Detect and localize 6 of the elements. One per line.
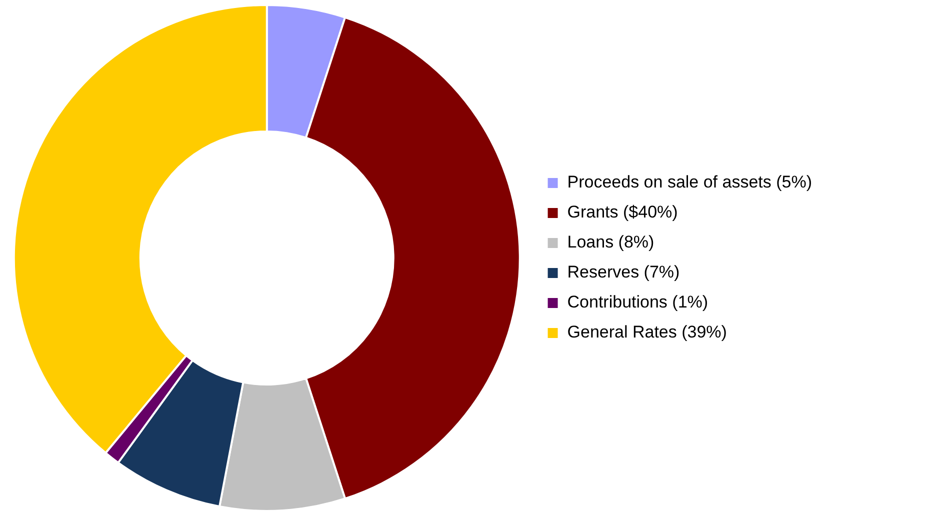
legend-label: General Rates (39%): [567, 322, 727, 342]
legend-label: Reserves (7%): [567, 262, 680, 282]
legend-label: Loans (8%): [567, 232, 654, 252]
legend-label: Contributions (1%): [567, 292, 708, 312]
legend-label: Proceeds on sale of assets (5%): [567, 172, 812, 192]
legend-label: Grants ($40%): [567, 202, 678, 222]
